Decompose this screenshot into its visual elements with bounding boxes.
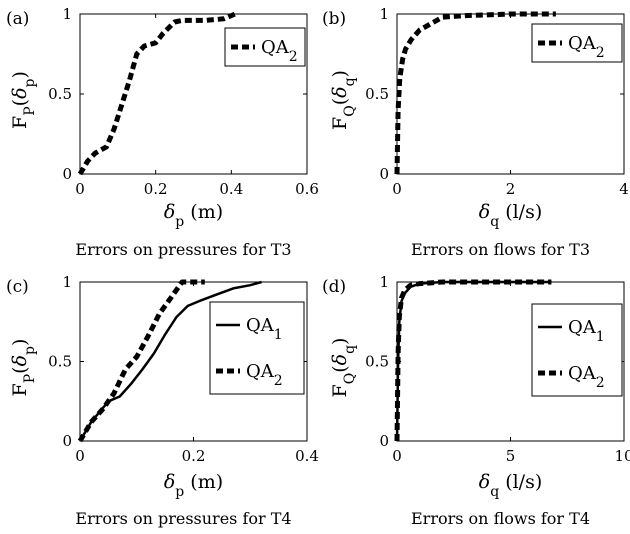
y-tick-label: 1 bbox=[62, 5, 72, 23]
series-line-qa2 bbox=[77, 11, 237, 176]
legend: QA2 bbox=[531, 23, 623, 63]
panel-tag: (b) bbox=[322, 9, 346, 29]
x-tick-label: 0 bbox=[392, 447, 402, 465]
y-tick-label: 1 bbox=[379, 273, 389, 291]
legend-box bbox=[224, 27, 306, 67]
panel-caption: Errors on pressures for T4 bbox=[75, 509, 291, 528]
y-axis-label: FP(δp) bbox=[9, 71, 38, 129]
legend: QA1 QA2 bbox=[209, 301, 305, 395]
legend: QA2 bbox=[224, 27, 306, 67]
x-tick-label: 0 bbox=[75, 180, 85, 198]
legend-entry: QA2 bbox=[568, 33, 605, 61]
y-tick-label: 0 bbox=[379, 432, 389, 450]
y-tick-label: 0 bbox=[379, 165, 389, 183]
y-axis-label: FP(δp) bbox=[9, 339, 38, 397]
y-tick-label: 0.5 bbox=[365, 353, 389, 371]
legend-box bbox=[531, 303, 623, 397]
x-axis-label: δq (l/s) bbox=[479, 471, 543, 500]
panel-b: 0 2 4 0 0.5 1 (b) δq (l/s) FQ(δq) Errors on flows… bbox=[322, 5, 629, 259]
legend-box bbox=[209, 301, 305, 395]
y-tick-label: 0.5 bbox=[365, 85, 389, 103]
x-tick-label: 2 bbox=[506, 180, 516, 198]
legend-entry: QA1 bbox=[568, 317, 605, 345]
y-axis-label: FQ(δq) bbox=[329, 338, 358, 398]
x-tick-label: 10 bbox=[614, 447, 630, 465]
x-tick-label: 4 bbox=[619, 180, 629, 198]
series-line-qa2 bbox=[394, 279, 552, 442]
panel-tag: (a) bbox=[6, 9, 29, 29]
x-axis-label: δp (m) bbox=[164, 201, 223, 230]
x-axis-label: δq (l/s) bbox=[479, 201, 543, 230]
panel-caption: Errors on flows for T3 bbox=[411, 240, 590, 259]
x-tick-label: 0 bbox=[392, 180, 402, 198]
x-tick-label: 0 bbox=[75, 447, 85, 465]
panel-tag: (d) bbox=[322, 277, 346, 297]
panel-d: 0 5 10 0 0.5 1 (d) δq (l/s) FQ(δq) Errors on flow… bbox=[322, 273, 630, 528]
legend-box bbox=[531, 23, 623, 63]
legend-entry: QA2 bbox=[246, 361, 283, 389]
x-tick-label: 5 bbox=[506, 447, 516, 465]
x-tick-label: 0.2 bbox=[144, 180, 168, 198]
series-line-qa1 bbox=[395, 280, 552, 442]
x-tick-label: 0.2 bbox=[182, 447, 206, 465]
x-tick-label: 0.4 bbox=[295, 447, 319, 465]
panel-c: 0 0.2 0.4 0 0.5 1 (c) δp (m) FP(δp) Errors on pre… bbox=[6, 273, 319, 528]
series-line-qa2 bbox=[77, 279, 205, 443]
legend-entry: QA2 bbox=[261, 37, 298, 65]
panel-caption: Errors on flows for T4 bbox=[411, 509, 590, 528]
y-tick-label: 0 bbox=[62, 165, 72, 183]
legend: QA1 QA2 bbox=[531, 303, 623, 397]
y-tick-label: 0.5 bbox=[48, 85, 72, 103]
y-tick-label: 0.5 bbox=[48, 353, 72, 371]
x-tick-label: 0.4 bbox=[219, 180, 243, 198]
legend-entry: QA2 bbox=[568, 363, 605, 391]
x-axis-label: δp (m) bbox=[164, 471, 223, 500]
y-axis-label: FQ(δq) bbox=[329, 70, 358, 130]
panel-tag: (c) bbox=[6, 277, 29, 297]
y-tick-label: 1 bbox=[379, 5, 389, 23]
panel-caption: Errors on pressures for T3 bbox=[75, 240, 291, 259]
x-tick-label: 0.6 bbox=[295, 180, 319, 198]
panel-a: 0 0.2 0.4 0.6 0 0.5 1 (a) δp (m) FP(δp) Errors on … bbox=[6, 5, 319, 259]
series-line-qa1 bbox=[78, 280, 262, 442]
y-tick-label: 0 bbox=[62, 432, 72, 450]
series-line-qa2 bbox=[394, 11, 556, 175]
legend-entry: QA1 bbox=[246, 315, 283, 343]
y-tick-label: 1 bbox=[62, 273, 72, 291]
